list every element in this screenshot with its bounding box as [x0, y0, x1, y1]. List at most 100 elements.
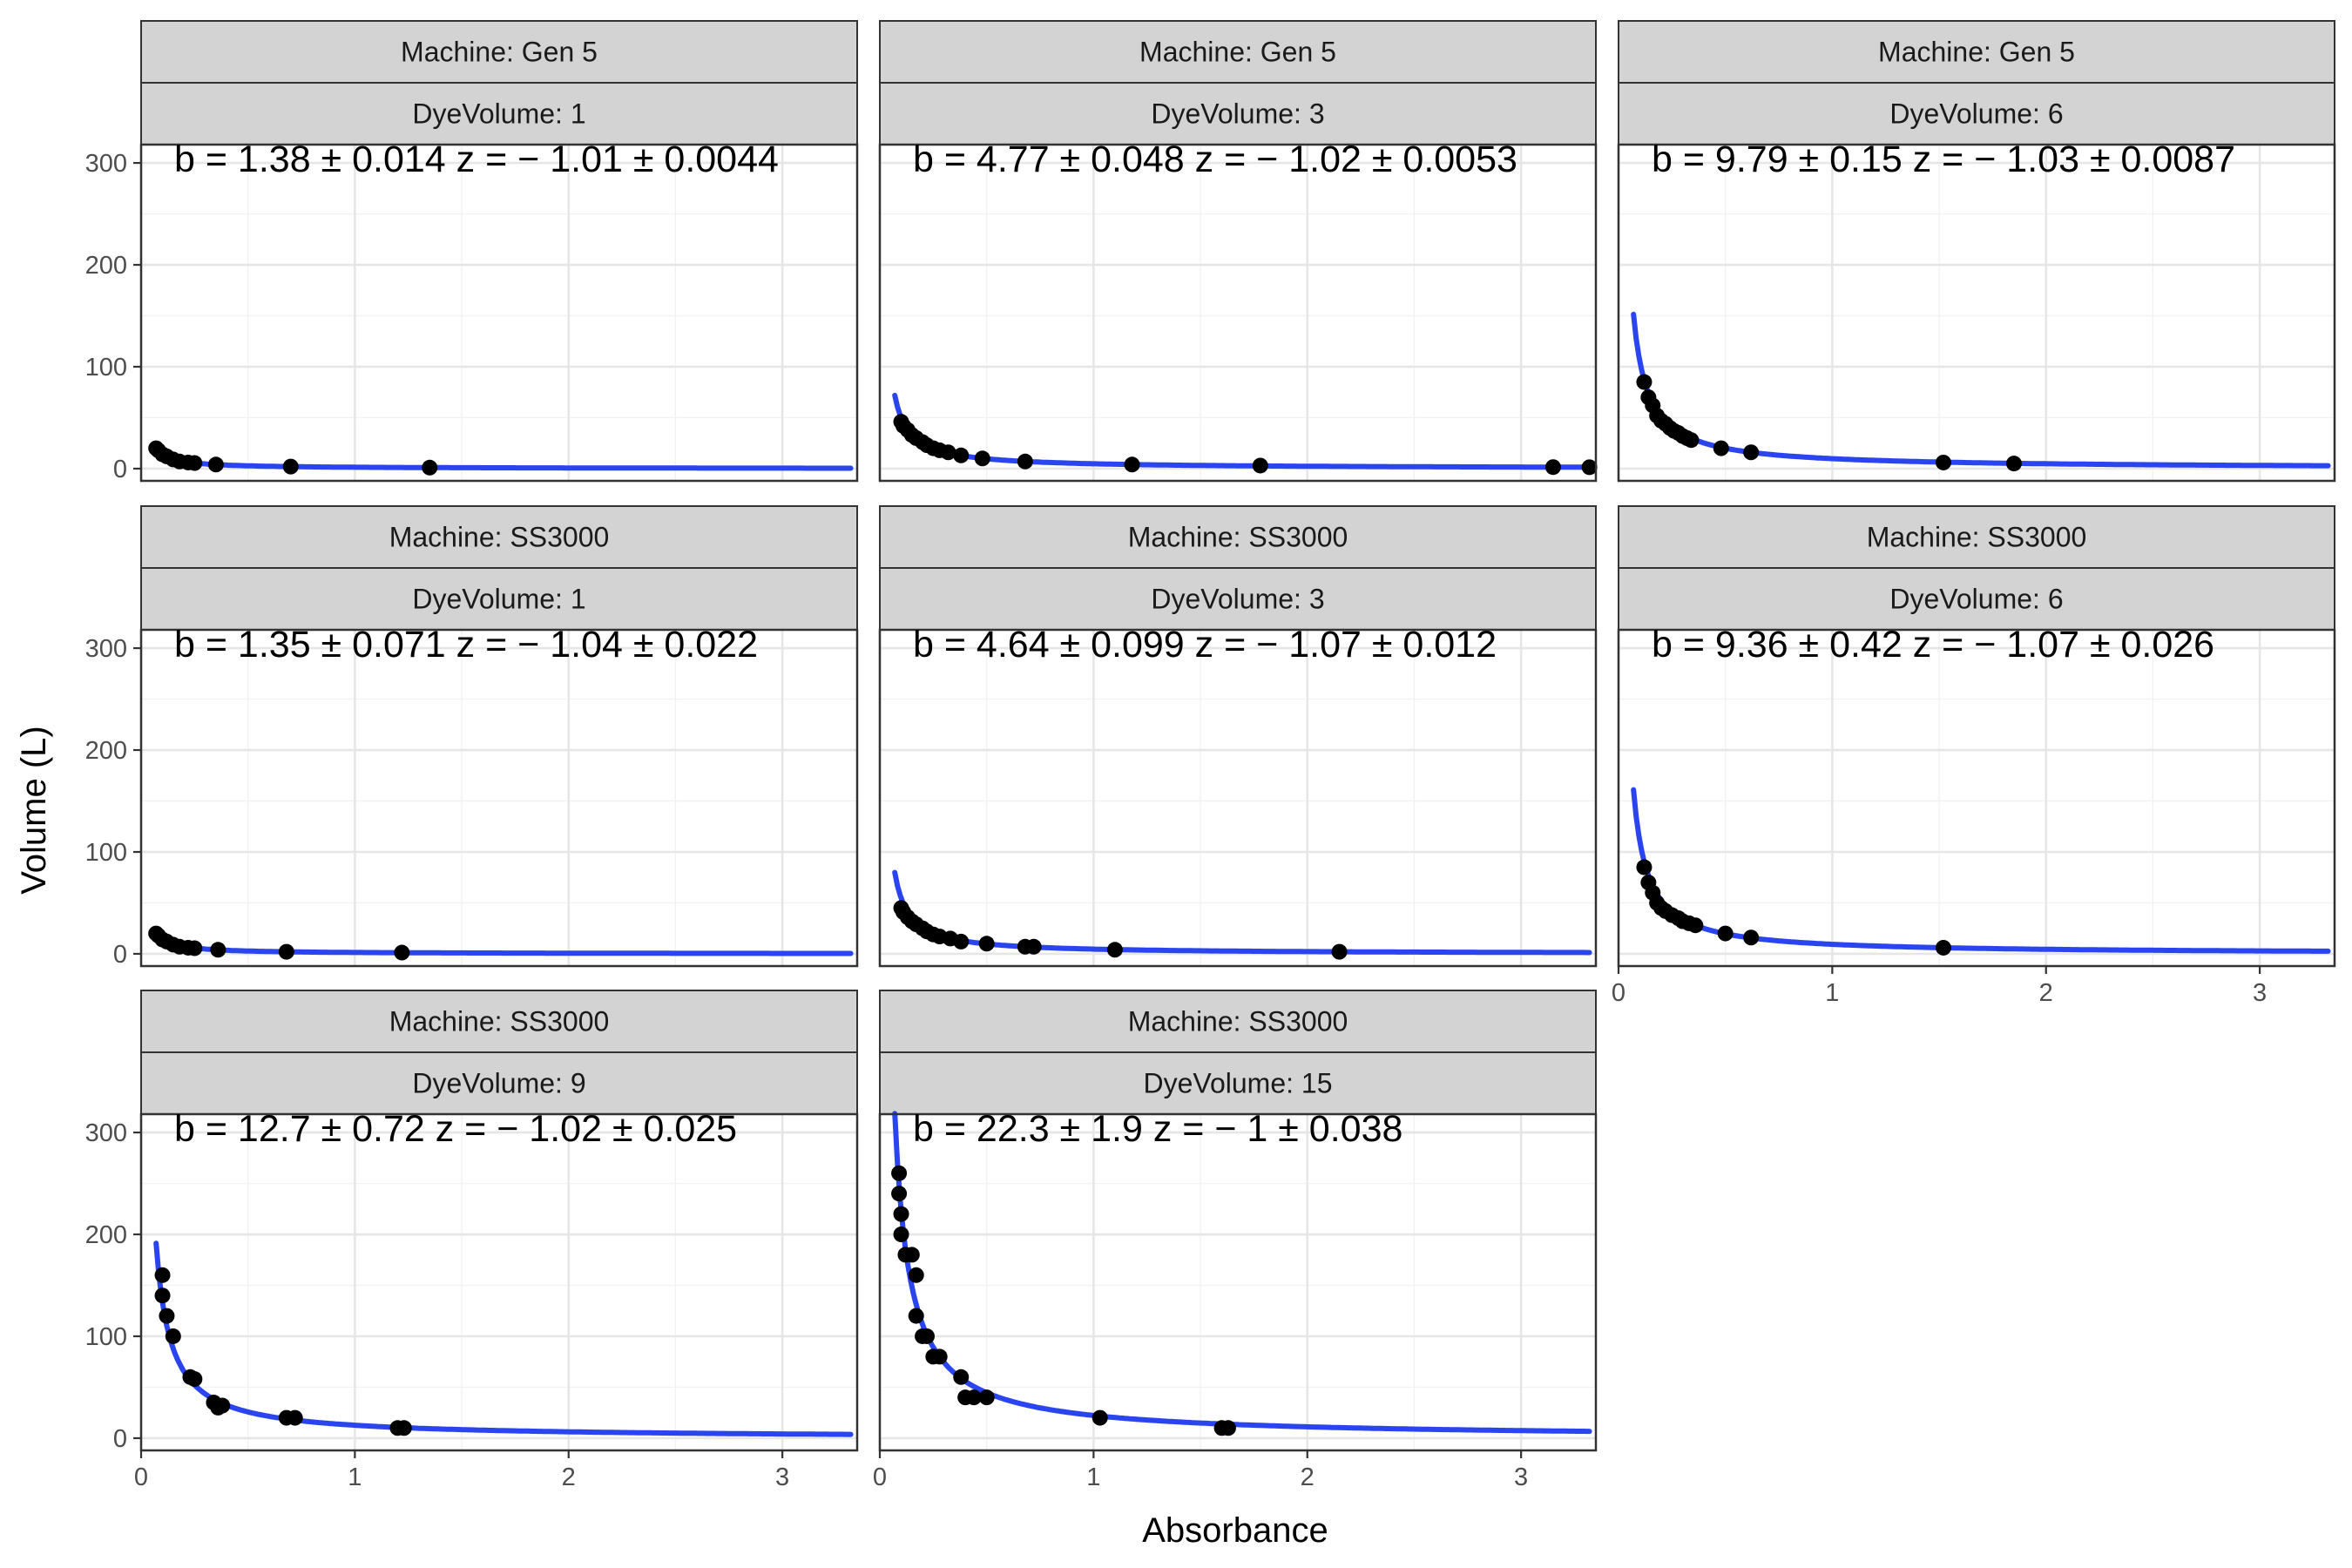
- strip-machine-box: [140, 20, 858, 84]
- y-tick-label: 300: [85, 635, 127, 663]
- data-point: [953, 447, 970, 463]
- fit-curve: [1631, 787, 2331, 954]
- strip-machine-box: [1618, 505, 2335, 569]
- panel-border: [878, 143, 1598, 483]
- x-tick-label: 3: [1514, 1463, 1528, 1491]
- grid: [139, 145, 857, 481]
- data-point: [1252, 457, 1268, 474]
- strip-dye-label: DyeVolume: 3: [1151, 98, 1324, 130]
- strip-machine-label: Machine: SS3000: [1128, 1006, 1348, 1037]
- strip-dye-label: DyeVolume: 9: [412, 1068, 585, 1099]
- data-point: [918, 1328, 935, 1344]
- data-point: [1025, 938, 1042, 955]
- data-point: [1017, 453, 1033, 470]
- y-tick-label: 0: [113, 941, 127, 969]
- strip-dye-box: [879, 1051, 1597, 1115]
- grid: [1617, 145, 2335, 481]
- x-tick-label: 2: [562, 1463, 576, 1491]
- strip-dye-box: [879, 82, 1597, 145]
- x-tick-label: 1: [1825, 979, 1839, 1007]
- y-tick-label: 100: [85, 839, 127, 867]
- x-tick-label: 3: [2253, 979, 2267, 1007]
- strip-dye-box: [140, 567, 858, 631]
- panel-border: [878, 628, 1598, 968]
- data-points: [1636, 374, 2022, 472]
- fit-annotation: b = 4.77 ± 0.048 z = − 1.02 ± 0.0053: [913, 139, 1517, 180]
- panel-border: [139, 1112, 859, 1452]
- data-point: [282, 458, 299, 475]
- data-point: [154, 1288, 171, 1304]
- strip-machine-box: [1618, 20, 2335, 84]
- strip-dye-label: DyeVolume: 15: [1143, 1068, 1332, 1099]
- panel-border: [139, 143, 859, 483]
- data-points: [1636, 859, 1951, 956]
- strip-machine-label: Machine: SS3000: [389, 522, 610, 553]
- strip-machine-label: Machine: SS3000: [1128, 522, 1348, 553]
- strip-dye-box: [140, 82, 858, 145]
- y-tick-label: 100: [85, 354, 127, 382]
- data-point: [931, 1348, 948, 1365]
- data-point: [154, 1267, 171, 1283]
- data-point: [1636, 859, 1652, 875]
- grid: [878, 1114, 1596, 1450]
- data-point: [978, 936, 995, 952]
- fit-annotation: b = 1.35 ± 0.071 z = − 1.04 ± 0.022: [174, 624, 758, 666]
- data-point: [395, 1420, 412, 1436]
- x-tick-label: 3: [775, 1463, 789, 1491]
- facet-panel: Machine: Gen 5 DyeVolume: 1 b = 1.38 ± 0.0…: [85, 20, 859, 483]
- x-axis-title: Absorbance: [1142, 1511, 1328, 1550]
- data-point: [210, 942, 226, 958]
- data-point: [1935, 454, 1951, 470]
- strip-dye-box: [140, 1051, 858, 1115]
- strip-machine-box: [140, 990, 858, 1053]
- data-point: [2005, 456, 2022, 472]
- fit-annotation: b = 9.36 ± 0.42 z = − 1.07 ± 0.026: [1652, 624, 2214, 666]
- facet-panel: Machine: SS3000 DyeVolume: 9 b = 12.7 ± 0.…: [85, 990, 859, 1491]
- grid: [139, 1114, 857, 1450]
- fit-curve: [892, 392, 1592, 470]
- data-point: [903, 1247, 920, 1263]
- facet-panel: Machine: SS3000 DyeVolume: 1 b = 1.35 ± 0.…: [85, 505, 859, 969]
- panel-border: [139, 628, 859, 968]
- y-tick-label: 0: [113, 1425, 127, 1453]
- strip-dye-label: DyeVolume: 6: [1889, 98, 2063, 130]
- data-point: [1743, 929, 1760, 946]
- data-point: [893, 1206, 909, 1222]
- data-points: [893, 900, 1348, 960]
- fit-annotation: b = 22.3 ± 1.9 z = − 1 ± 0.038: [913, 1108, 1402, 1150]
- data-point: [891, 1186, 908, 1202]
- x-tick-label: 2: [1301, 1463, 1315, 1491]
- panel-border: [1617, 628, 2336, 968]
- data-point: [186, 1371, 203, 1388]
- data-point: [186, 940, 203, 956]
- grid: [1617, 630, 2335, 966]
- x-tick-label: 0: [1612, 979, 1625, 1007]
- strip-dye-label: DyeVolume: 1: [412, 98, 585, 130]
- data-point: [908, 1308, 924, 1324]
- data-point: [159, 1308, 175, 1324]
- data-point: [940, 444, 956, 461]
- data-point: [1106, 942, 1123, 958]
- data-point: [278, 943, 294, 960]
- data-point: [953, 933, 970, 950]
- facet-panel: Machine: Gen 5 DyeVolume: 3 b = 4.77 ± 0.0…: [878, 20, 1598, 483]
- strip-machine-label: Machine: SS3000: [1867, 522, 2087, 553]
- fit-annotation: b = 9.79 ± 0.15 z = − 1.03 ± 0.0087: [1652, 139, 2235, 180]
- fit-curve: [153, 1240, 854, 1437]
- y-tick-label: 300: [85, 1119, 127, 1147]
- data-point: [287, 1409, 303, 1426]
- strip-machine-label: Machine: SS3000: [389, 1006, 610, 1037]
- strip-dye-label: DyeVolume: 1: [412, 584, 585, 615]
- strip-dye-box: [1618, 567, 2335, 631]
- x-tick-label: 2: [2039, 979, 2053, 1007]
- panels-layer: Machine: Gen 5 DyeVolume: 1 b = 1.38 ± 0.0…: [85, 20, 2336, 1491]
- fit-curve: [153, 445, 854, 471]
- strip-dye-label: DyeVolume: 6: [1889, 584, 2063, 615]
- strip-machine-label: Machine: Gen 5: [1878, 37, 2075, 68]
- facet-panel: Machine: SS3000 DyeVolume: 6 b = 9.36 ± 0.…: [1612, 505, 2336, 1007]
- facet-panel: Machine: Gen 5 DyeVolume: 6 b = 9.79 ± 0.1…: [1617, 20, 2336, 483]
- x-tick-label: 1: [348, 1463, 362, 1491]
- data-point: [1092, 1409, 1108, 1426]
- panel-border: [878, 1112, 1598, 1452]
- data-point: [1717, 925, 1734, 942]
